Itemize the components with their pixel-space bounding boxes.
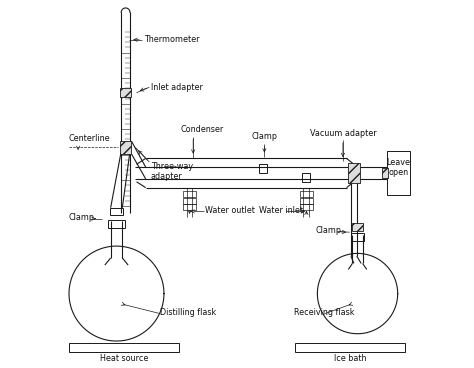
Text: Clamp: Clamp xyxy=(316,226,342,235)
Bar xyxy=(347,163,360,183)
Text: Vacuum adapter: Vacuum adapter xyxy=(310,129,377,138)
Bar xyxy=(302,173,310,182)
Text: Clamp: Clamp xyxy=(69,213,95,222)
Bar xyxy=(120,88,131,97)
Bar xyxy=(183,198,196,204)
Bar xyxy=(183,205,196,210)
Bar xyxy=(300,198,313,204)
Bar xyxy=(258,164,266,173)
Bar xyxy=(109,208,123,215)
Text: Heat source: Heat source xyxy=(100,354,148,363)
Bar xyxy=(300,191,313,197)
Bar xyxy=(295,343,405,352)
Text: Receiving flask: Receiving flask xyxy=(293,308,354,317)
Bar xyxy=(120,141,131,154)
Text: Three-way
adapter: Three-way adapter xyxy=(151,162,193,181)
Bar xyxy=(109,220,125,228)
Text: Ice bath: Ice bath xyxy=(334,354,366,363)
Bar xyxy=(69,343,179,352)
Bar xyxy=(183,191,196,197)
Bar xyxy=(351,233,365,241)
Bar xyxy=(352,223,363,231)
Bar xyxy=(382,169,388,178)
Bar xyxy=(387,151,410,195)
Text: Thermometer: Thermometer xyxy=(144,35,200,44)
Text: Inlet adapter: Inlet adapter xyxy=(151,83,203,92)
Text: Distilling flask: Distilling flask xyxy=(160,308,217,317)
Text: Condenser: Condenser xyxy=(181,125,224,134)
Text: Leave
open: Leave open xyxy=(387,158,410,177)
Text: Water inlet: Water inlet xyxy=(259,206,303,215)
Text: Water outlet: Water outlet xyxy=(205,206,255,215)
Text: Centerline: Centerline xyxy=(69,134,110,143)
Bar xyxy=(300,205,313,210)
Text: Clamp: Clamp xyxy=(252,132,278,141)
